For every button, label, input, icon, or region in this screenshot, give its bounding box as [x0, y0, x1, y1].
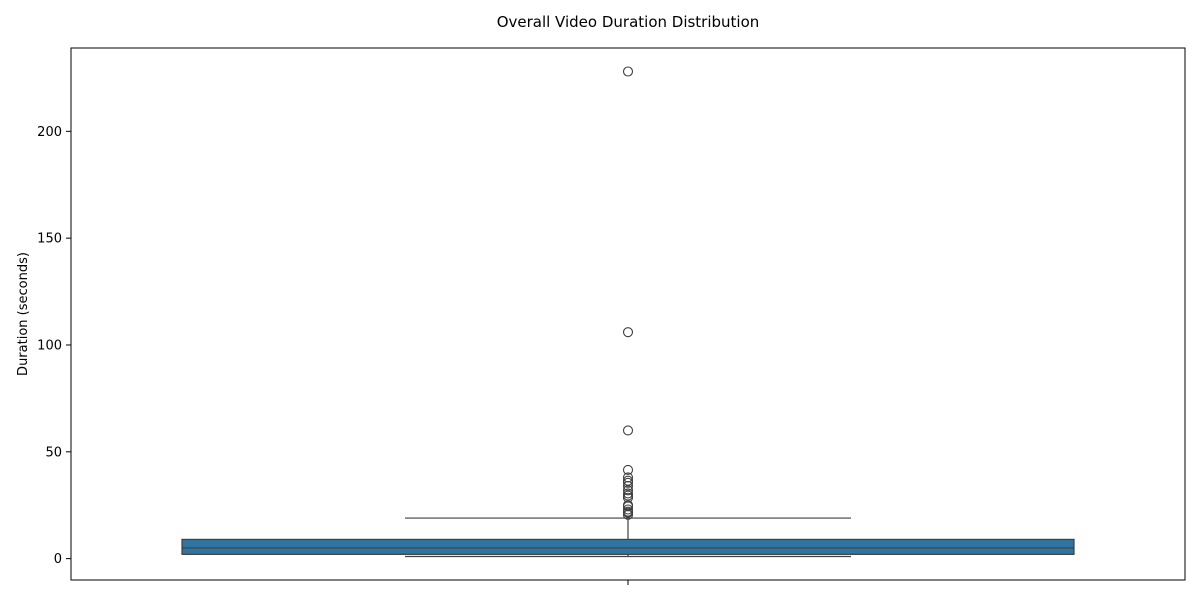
y-tick-label: 50 [45, 445, 62, 460]
outlier-point [622, 464, 634, 476]
outlier-point [622, 504, 634, 515]
outlier-point [622, 66, 634, 77]
outlier-point [622, 488, 634, 499]
chart-title: Overall Video Duration Distribution [497, 13, 760, 31]
outlier-point [622, 485, 634, 496]
y-tick-label: 100 [37, 338, 62, 353]
outlier-point [622, 327, 634, 338]
iqr-box [181, 538, 1075, 555]
y-tick-label: 150 [37, 232, 62, 247]
y-tick-label: 0 [54, 552, 62, 567]
outlier-point [622, 472, 634, 483]
outlier-point [622, 500, 634, 511]
outlier-point [622, 490, 634, 501]
outlier-point [622, 475, 634, 486]
plot-area: 0 50 100 150 200 [37, 47, 1186, 585]
y-tick-label: 200 [37, 125, 62, 140]
y-axis-label: Duration (seconds) [16, 252, 31, 376]
outlier-point [622, 425, 634, 436]
